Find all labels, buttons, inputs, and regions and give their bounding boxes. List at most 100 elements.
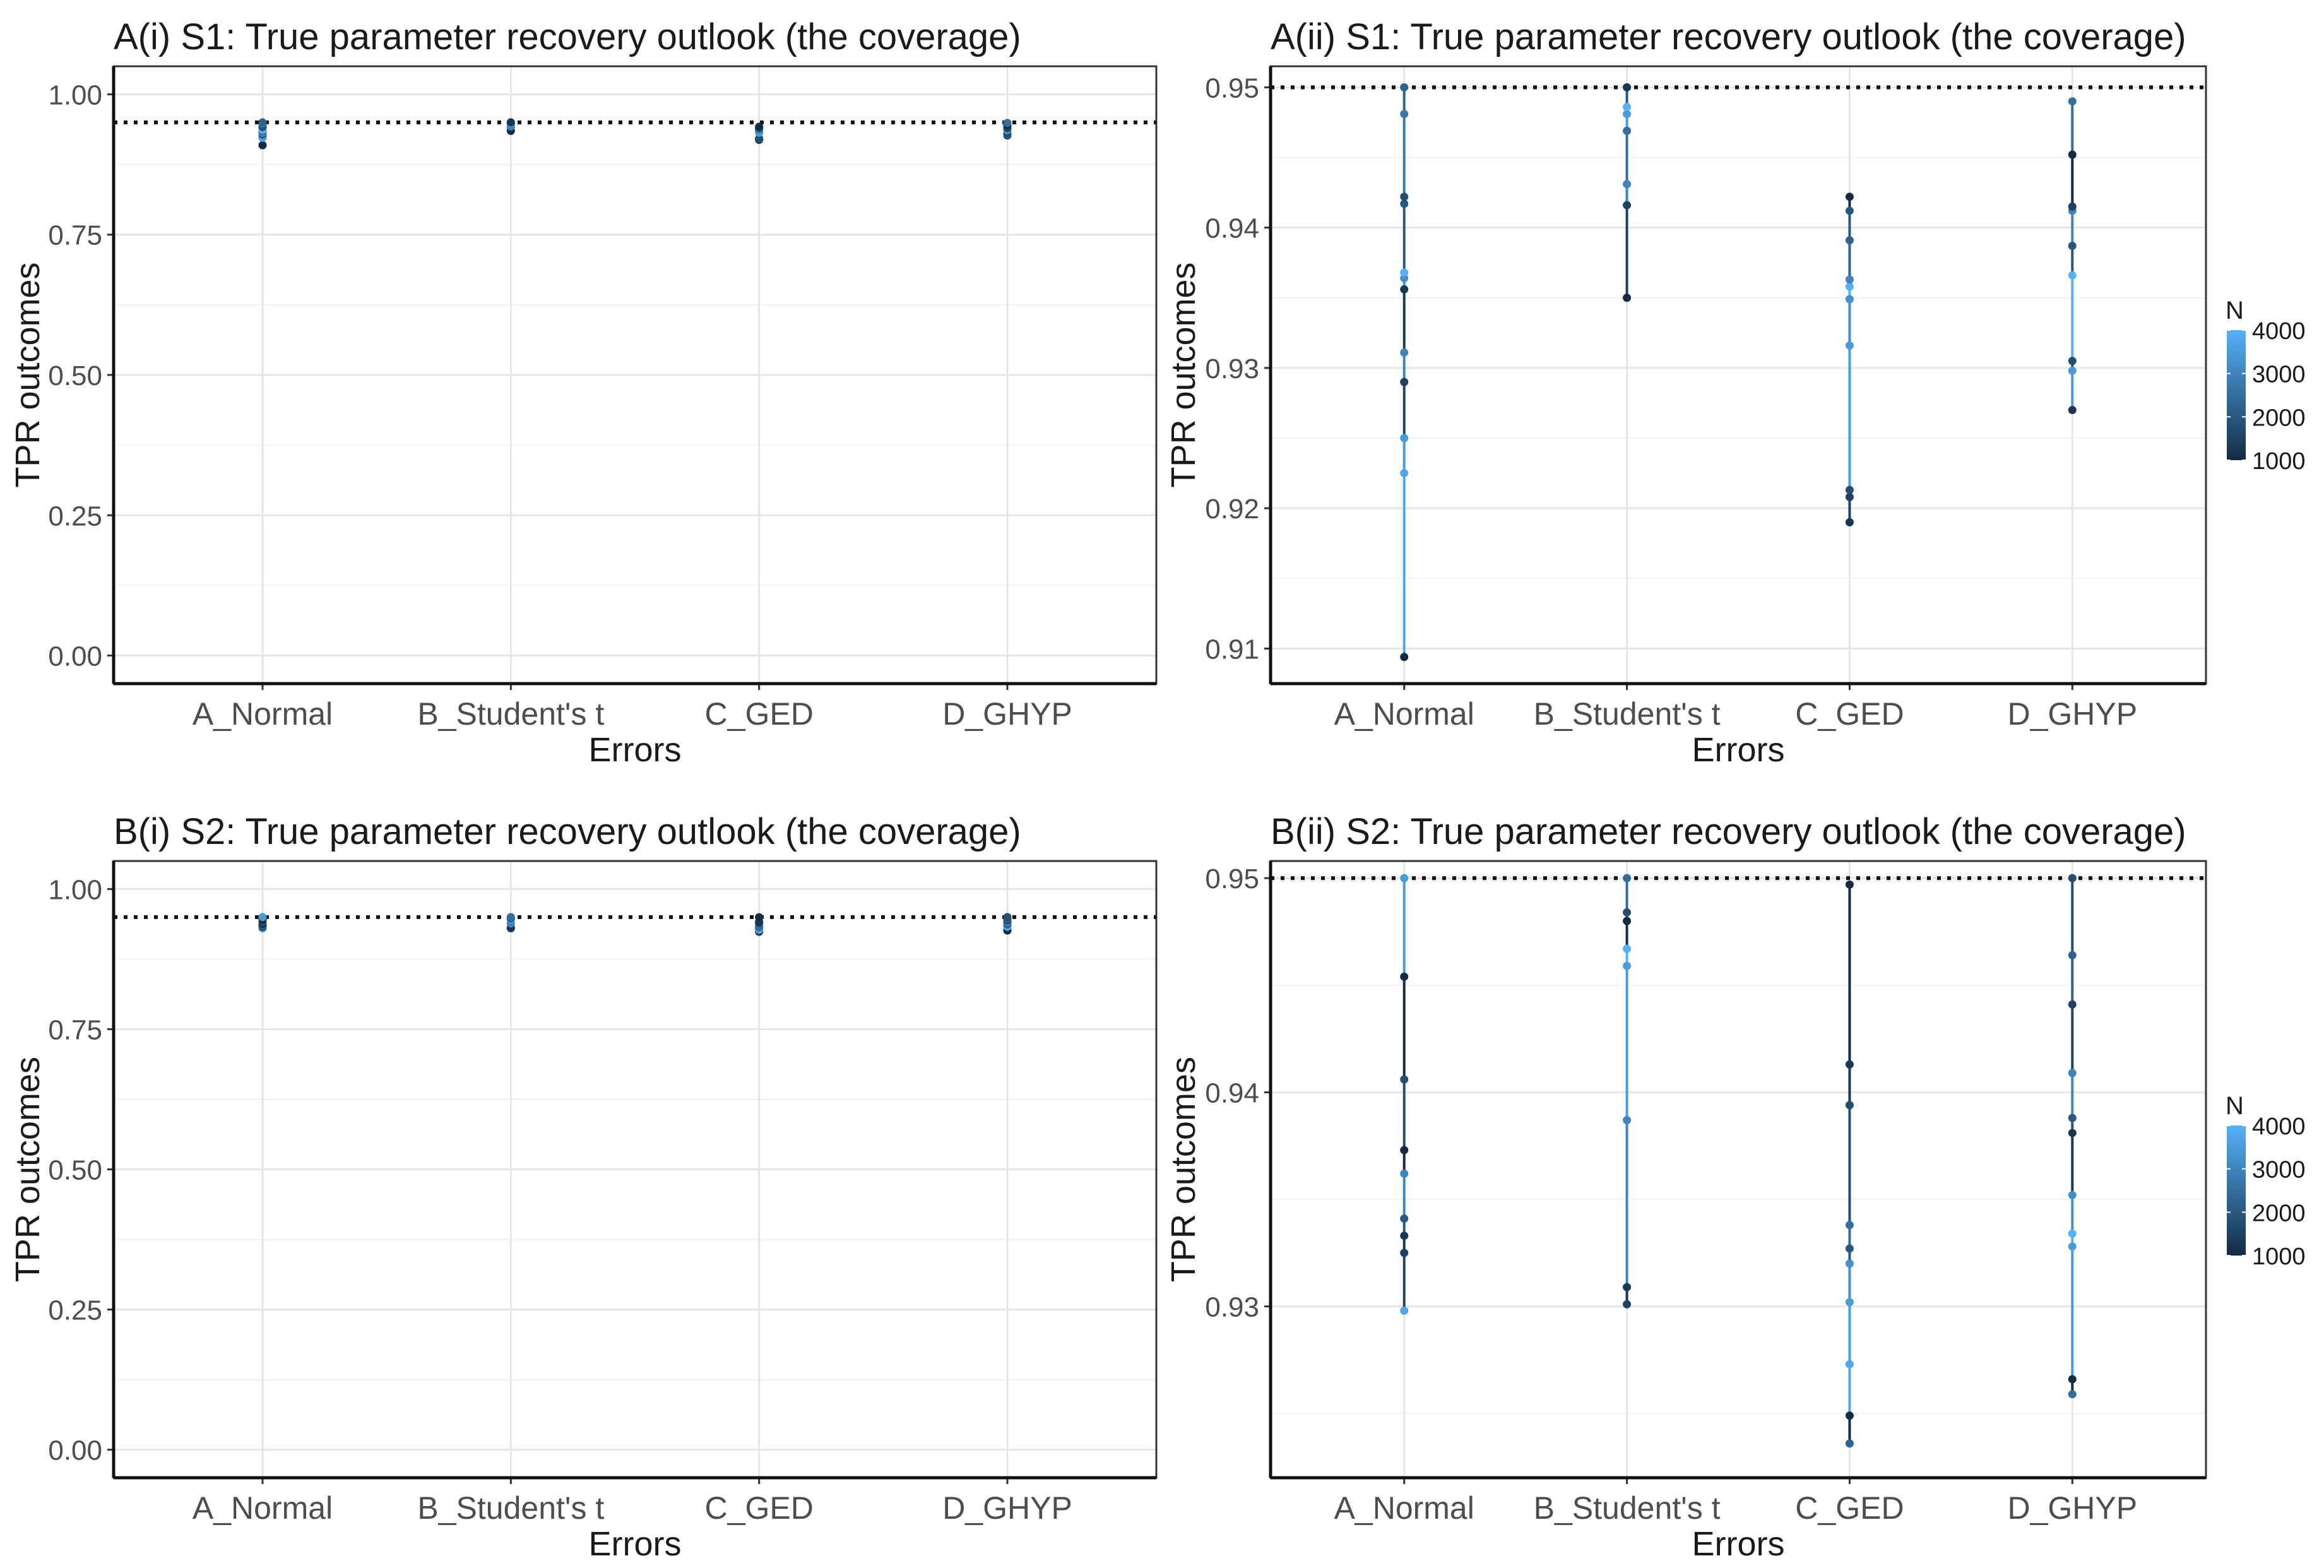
data-point: [1400, 1215, 1409, 1223]
y-tick-label: 0.50: [48, 360, 102, 391]
data-point: [2068, 97, 2077, 106]
data-point: [1845, 1360, 1854, 1369]
x-tick-label: C_GED: [1795, 696, 1904, 732]
data-point: [1845, 236, 1854, 245]
data-point: [1845, 1259, 1854, 1268]
x-tick-label: B_Student's t: [417, 696, 604, 732]
data-point: [1400, 199, 1409, 208]
data-point: [1400, 972, 1409, 981]
data-point: [1400, 653, 1409, 662]
data-point: [2068, 1114, 2077, 1122]
y-tick-label: 0.50: [48, 1155, 102, 1186]
chart-title: B(i) S2: True parameter recovery outlook…: [114, 811, 1021, 852]
data-point: [2068, 1069, 2077, 1078]
x-tick-label: D_GHYP: [942, 696, 1072, 732]
data-point: [1845, 275, 1854, 284]
y-tick-label: 0.00: [48, 641, 102, 672]
x-tick-label: C_GED: [705, 1490, 814, 1526]
legend-title: N: [2226, 1092, 2244, 1120]
y-tick-label: 0.95: [1205, 864, 1259, 894]
data-point: [1845, 1411, 1854, 1420]
data-point: [2068, 1375, 2077, 1384]
data-point: [1623, 1283, 1632, 1292]
data-point: [2068, 1242, 2077, 1251]
data-point: [1400, 110, 1409, 119]
legend-label: 2000: [2252, 405, 2306, 431]
data-point: [1400, 434, 1409, 442]
y-tick-label: 0.75: [48, 1014, 102, 1045]
data-point: [2068, 202, 2077, 211]
data-point: [1845, 880, 1854, 889]
data-point: [1400, 348, 1409, 357]
data-point: [1623, 201, 1632, 210]
data-point: [2068, 406, 2077, 415]
data-point: [2068, 242, 2077, 251]
data-point: [1845, 295, 1854, 304]
x-tick-label: C_GED: [705, 696, 814, 732]
data-point: [1400, 469, 1409, 478]
x-tick-label: B_Student's t: [417, 1490, 604, 1526]
x-axis-label: Errors: [1692, 731, 1785, 769]
y-tick-label: 0.25: [48, 1295, 102, 1326]
data-point: [1845, 1101, 1854, 1110]
legend-label: 1000: [2252, 448, 2306, 475]
x-axis-label: Errors: [1692, 1525, 1785, 1563]
data-point: [1623, 874, 1632, 882]
x-tick-label: D_GHYP: [2007, 696, 2137, 732]
chart-title: B(ii) S2: True parameter recovery outloo…: [1271, 811, 2186, 852]
chart-panel-1: A(i) S1: True parameter recovery outlook…: [9, 16, 1158, 769]
data-point: [258, 913, 267, 922]
legend-label: 2000: [2252, 1200, 2306, 1226]
color-legend: N 4000 3000 2000 1000: [2226, 1092, 2306, 1270]
x-tick-label: A_Normal: [193, 696, 333, 732]
legend-label: 3000: [2252, 362, 2306, 388]
y-tick-label: 0.94: [1205, 213, 1259, 244]
data-point: [1623, 1115, 1632, 1124]
panel-border: [1269, 860, 2207, 1479]
y-tick-label: 0.92: [1205, 494, 1259, 525]
data-point: [1400, 1306, 1409, 1315]
data-point: [1623, 961, 1632, 970]
data-point: [1845, 341, 1854, 350]
data-point: [1400, 83, 1409, 92]
legend-label: 3000: [2252, 1157, 2306, 1184]
x-tick-label: B_Student's t: [1534, 696, 1721, 732]
data-point: [2068, 150, 2077, 159]
color-legend: N 4000 3000 2000 1000: [2226, 297, 2306, 475]
data-point: [1845, 518, 1854, 526]
data-point: [1400, 193, 1409, 201]
data-point: [1845, 282, 1854, 291]
data-point: [1623, 908, 1632, 917]
y-tick-label: 0.95: [1205, 73, 1259, 104]
data-point: [1400, 1249, 1409, 1257]
data-point: [2068, 1229, 2077, 1238]
data-point: [2068, 1191, 2077, 1199]
y-axis-label: TPR outcomes: [1165, 262, 1202, 487]
data-point: [2068, 1129, 2077, 1137]
panel-border: [1269, 65, 2207, 685]
y-tick-label: 0.93: [1205, 1292, 1259, 1323]
chart-panel-3: B(i) S2: True parameter recovery outlook…: [9, 811, 1158, 1563]
data-point: [1003, 119, 1012, 128]
y-tick-label: 1.00: [48, 80, 102, 110]
x-tick-label: D_GHYP: [942, 1490, 1072, 1526]
x-axis-label: Errors: [589, 1525, 682, 1563]
data-point: [1623, 944, 1632, 953]
data-point: [1623, 110, 1632, 119]
data-point: [1003, 913, 1012, 922]
data-point: [1400, 1146, 1409, 1155]
x-axis-label: Errors: [589, 731, 682, 769]
data-point: [2068, 1390, 2077, 1399]
y-axis-label: TPR outcomes: [1165, 1057, 1202, 1282]
data-point: [1400, 874, 1409, 882]
data-point: [258, 141, 267, 150]
data-point: [1400, 1232, 1409, 1240]
y-tick-label: 1.00: [48, 874, 102, 905]
data-point: [1845, 1221, 1854, 1230]
data-point: [258, 118, 267, 127]
data-point: [1845, 1298, 1854, 1307]
y-tick-label: 0.91: [1205, 634, 1259, 665]
data-point: [1845, 1060, 1854, 1069]
legend-label: 4000: [2252, 318, 2306, 345]
